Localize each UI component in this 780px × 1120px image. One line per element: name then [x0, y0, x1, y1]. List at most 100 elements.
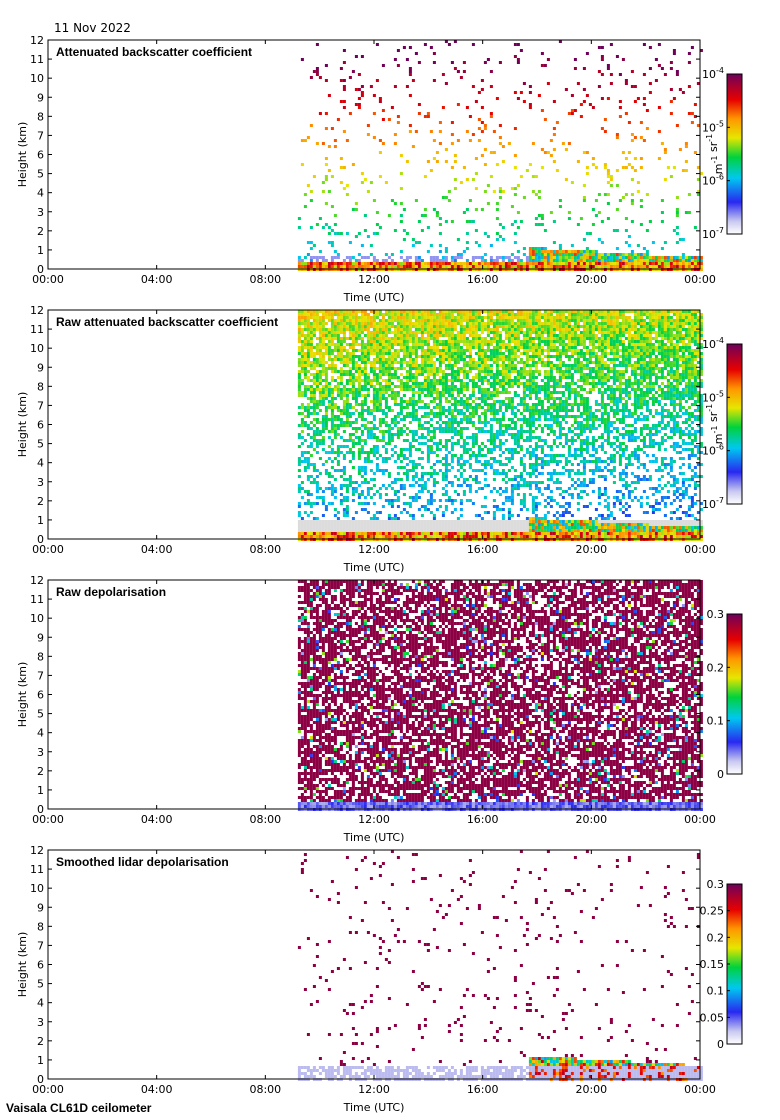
- colorbar-tick-label: 0.05: [700, 1011, 725, 1024]
- x-tick-label: 16:00: [467, 813, 499, 826]
- y-tick-label: 0: [37, 533, 44, 546]
- date-label: 11 Nov 2022: [54, 21, 131, 35]
- x-axis-label: Time (UTC): [343, 831, 405, 844]
- colorbar-tick-label: 10-4: [702, 66, 724, 81]
- y-tick-label: 9: [37, 361, 44, 374]
- x-tick-label: 08:00: [249, 813, 281, 826]
- colorbar: [726, 613, 743, 775]
- colorbar-tick-label: 0.2: [707, 931, 725, 944]
- y-axis-label: Height (km): [16, 122, 29, 188]
- colorbar-tick-label: 0.1: [707, 715, 725, 728]
- x-tick-label: 20:00: [575, 273, 607, 286]
- colorbar-tick-label: 10-7: [702, 496, 724, 511]
- panel-title: Raw attenuated backscatter coefficient: [56, 315, 278, 329]
- x-tick-label: 00:00: [684, 543, 716, 556]
- x-tick-label: 20:00: [575, 1083, 607, 1096]
- x-tick-label: 04:00: [141, 543, 173, 556]
- y-tick-label: 3: [37, 746, 44, 759]
- y-tick-label: 11: [30, 593, 44, 606]
- x-tick-label: 16:00: [467, 543, 499, 556]
- x-tick-label: 12:00: [358, 1083, 390, 1096]
- x-tick-label: 16:00: [467, 273, 499, 286]
- x-tick-label: 08:00: [249, 1083, 281, 1096]
- y-tick-label: 10: [30, 342, 44, 355]
- y-tick-label: 5: [37, 978, 44, 991]
- x-axis-label: Time (UTC): [343, 1101, 405, 1114]
- heatmap-field: [297, 40, 703, 271]
- colorbar-tick-label: 10-7: [702, 226, 724, 241]
- y-tick-label: 9: [37, 91, 44, 104]
- y-tick-label: 7: [37, 129, 44, 142]
- y-tick-label: 10: [30, 882, 44, 895]
- colorbar-tick-label: 0: [717, 768, 724, 781]
- y-tick-label: 6: [37, 959, 44, 972]
- x-tick-label: 12:00: [358, 273, 390, 286]
- x-tick-label: 00:00: [684, 1083, 716, 1096]
- y-tick-label: 9: [37, 901, 44, 914]
- y-tick-label: 12: [30, 574, 44, 587]
- panel-4: Smoothed lidar depolarisation01234567891…: [16, 844, 743, 1114]
- x-tick-label: 00:00: [32, 813, 64, 826]
- y-tick-label: 0: [37, 263, 44, 276]
- y-tick-label: 10: [30, 612, 44, 625]
- instrument-label: Vaisala CL61D ceilometer: [6, 1101, 152, 1115]
- colorbar-tick-label: 0.1: [707, 985, 725, 998]
- y-tick-label: 7: [37, 399, 44, 412]
- y-tick-label: 2: [37, 495, 44, 508]
- y-tick-label: 2: [37, 1035, 44, 1048]
- y-tick-label: 5: [37, 168, 44, 181]
- colorbar-tick-label: 0.25: [700, 905, 725, 918]
- y-tick-label: 0: [37, 803, 44, 816]
- y-tick-label: 4: [37, 727, 44, 740]
- colorbar-tick-label: 10-5: [702, 389, 724, 404]
- colorbar-tick-label: 0.2: [707, 661, 725, 674]
- x-axis-label: Time (UTC): [343, 561, 405, 574]
- x-tick-label: 04:00: [141, 273, 173, 286]
- x-tick-label: 00:00: [32, 1083, 64, 1096]
- y-tick-label: 8: [37, 650, 44, 663]
- colorbar-unit-label: m-1 sr-1: [705, 134, 725, 174]
- x-tick-label: 00:00: [32, 273, 64, 286]
- x-axis-label: Time (UTC): [343, 291, 405, 304]
- y-tick-label: 12: [30, 844, 44, 857]
- y-tick-label: 7: [37, 939, 44, 952]
- y-tick-label: 6: [37, 419, 44, 432]
- heatmap-field: [297, 310, 703, 541]
- y-tick-label: 5: [37, 438, 44, 451]
- heatmap-field: [297, 850, 703, 1081]
- y-axis-label: Height (km): [16, 392, 29, 458]
- y-axis-label: Height (km): [16, 662, 29, 728]
- panel-title: Smoothed lidar depolarisation: [56, 855, 229, 869]
- y-tick-label: 3: [37, 1016, 44, 1029]
- colorbar-tick-label: 10-4: [702, 336, 724, 351]
- colorbar-tick-label: 0.15: [700, 958, 725, 971]
- x-tick-label: 04:00: [141, 813, 173, 826]
- colorbar-tick-label: 0.3: [707, 608, 725, 621]
- x-tick-label: 00:00: [32, 543, 64, 556]
- y-tick-label: 5: [37, 708, 44, 721]
- y-tick-label: 4: [37, 457, 44, 470]
- y-tick-label: 9: [37, 631, 44, 644]
- y-tick-label: 1: [37, 1054, 44, 1067]
- colorbar-tick-label: 0: [717, 1038, 724, 1051]
- x-tick-label: 20:00: [575, 543, 607, 556]
- y-tick-label: 2: [37, 765, 44, 778]
- panel-title: Raw depolarisation: [56, 585, 166, 599]
- panel-2: Raw attenuated backscatter coefficient 0 1…: [16, 304, 743, 574]
- x-tick-label: 00:00: [684, 273, 716, 286]
- y-tick-label: 12: [30, 34, 44, 47]
- y-tick-label: 8: [37, 380, 44, 393]
- y-tick-label: 4: [37, 187, 44, 200]
- x-tick-label: 00:00: [684, 813, 716, 826]
- y-tick-label: 1: [37, 784, 44, 797]
- panel-title: Attenuated backscatter coefficient: [56, 45, 252, 59]
- y-tick-label: 0: [37, 1073, 44, 1086]
- x-tick-label: 04:00: [141, 1083, 173, 1096]
- colorbar-unit-label: m-1 sr-1: [705, 404, 725, 444]
- y-tick-label: 3: [37, 476, 44, 489]
- y-tick-label: 8: [37, 110, 44, 123]
- y-tick-label: 11: [30, 53, 44, 66]
- panel-1: Attenuated backscatter coefficient012345…: [16, 34, 743, 304]
